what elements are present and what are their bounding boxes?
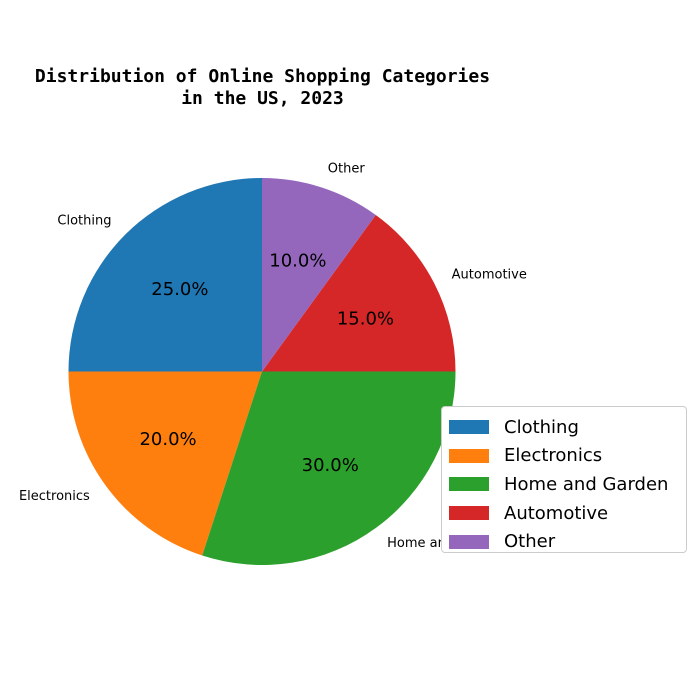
category-label-other: Other [328,162,366,177]
legend-swatch [449,534,489,549]
legend-swatch [449,506,489,521]
category-label-automotive: Automotive [452,267,527,282]
legend-label: Automotive [504,502,609,524]
pie-slice-electronics [68,371,262,556]
legend-label: Clothing [504,416,579,438]
chart-title: Distribution of Online Shopping Categori… [34,66,491,109]
legend-item-clothing: Clothing [442,413,686,442]
legend-label: Electronics [504,445,603,467]
percent-label-automotive: 15.0% [337,308,394,329]
percent-label-electronics: 20.0% [139,429,196,450]
pie-slice-home-and-garden [202,371,456,565]
legend-swatch [449,448,489,463]
pie-slice-automotive [262,214,456,372]
legend-label: Other [504,531,556,553]
legend-label: Home and Garden [504,473,669,495]
legend-item-home-and-garden: Home and Garden [442,470,686,499]
percent-label-home-and-garden: 30.0% [302,455,359,476]
pie-slice-clothing [68,178,262,372]
legend-item-other: Other [442,527,686,556]
legend-item-automotive: Automotive [442,499,686,528]
legend: Clothing Electronics Home and Garden Automo… [441,406,687,553]
pie-slice-other [262,178,376,372]
legend-swatch [449,420,489,435]
legend-swatch [449,477,489,492]
percent-label-clothing: 25.0% [151,279,208,300]
percent-label-other: 10.0% [269,251,326,272]
category-label-clothing: Clothing [57,213,111,228]
category-label-electronics: Electronics [19,489,90,504]
legend-item-electronics: Electronics [442,442,686,471]
